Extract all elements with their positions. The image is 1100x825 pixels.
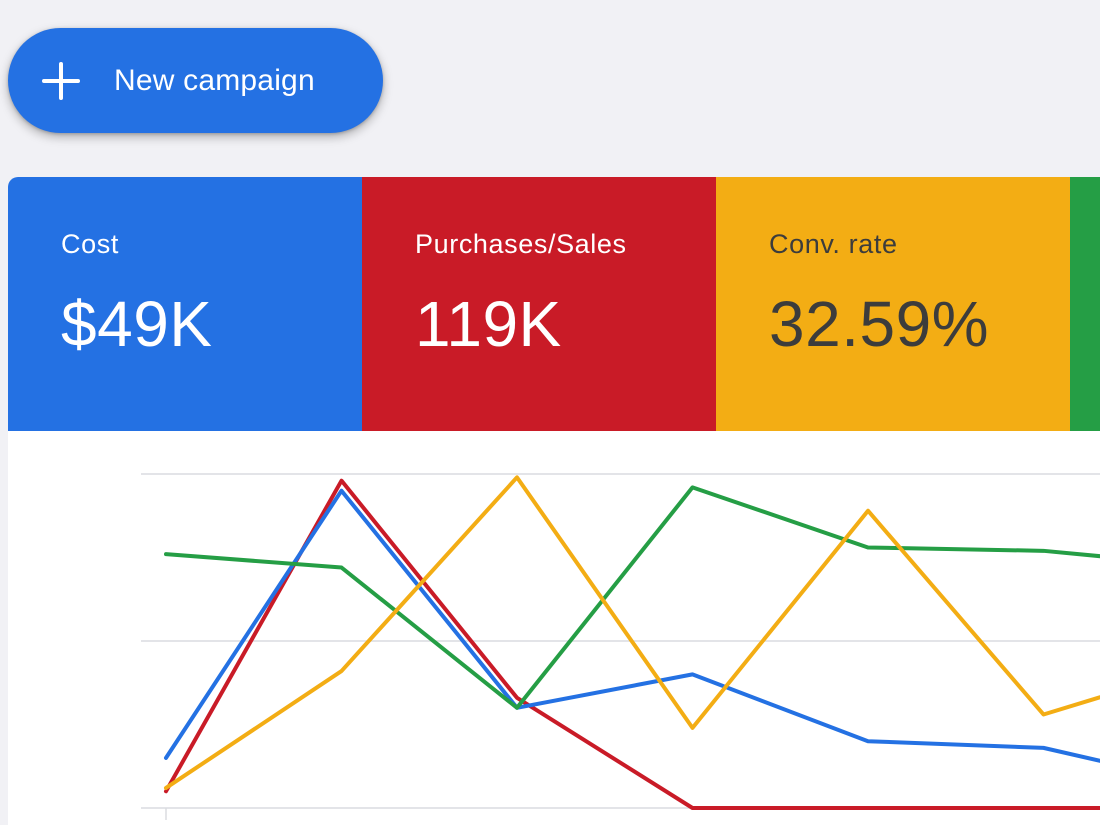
metric-tile-cost[interactable]: Cost $49K bbox=[8, 177, 362, 431]
metric-value: $49K bbox=[61, 288, 213, 360]
performance-card: Cost $49K Purchases/Sales 119K Conv. rat… bbox=[8, 177, 1100, 825]
plus-icon bbox=[42, 61, 80, 100]
metric-tile-conv-rate[interactable]: Conv. rate 32.59% bbox=[716, 177, 1070, 431]
metric-label: Conv. rate bbox=[769, 229, 898, 259]
line-chart-svg bbox=[141, 473, 1100, 820]
series-line-2[interactable] bbox=[164, 488, 1100, 788]
metric-label: Purchases/Sales bbox=[415, 229, 627, 259]
metric-value: 32.59% bbox=[769, 288, 990, 360]
new-campaign-button[interactable]: New campaign bbox=[8, 28, 383, 133]
metric-label: Cost bbox=[61, 229, 119, 259]
metric-tile-purchases-sales[interactable]: Purchases/Sales 119K bbox=[362, 177, 716, 431]
series-line-4[interactable] bbox=[164, 475, 1100, 790]
performance-chart bbox=[8, 431, 1100, 825]
metric-tile-fourth[interactable] bbox=[1070, 177, 1100, 431]
series-line-3[interactable] bbox=[164, 485, 1100, 710]
metric-value: 119K bbox=[415, 288, 562, 360]
new-campaign-label: New campaign bbox=[114, 63, 315, 97]
metric-tiles: Cost $49K Purchases/Sales 119K Conv. rat… bbox=[8, 177, 1100, 431]
series-line-1[interactable] bbox=[164, 478, 1100, 810]
